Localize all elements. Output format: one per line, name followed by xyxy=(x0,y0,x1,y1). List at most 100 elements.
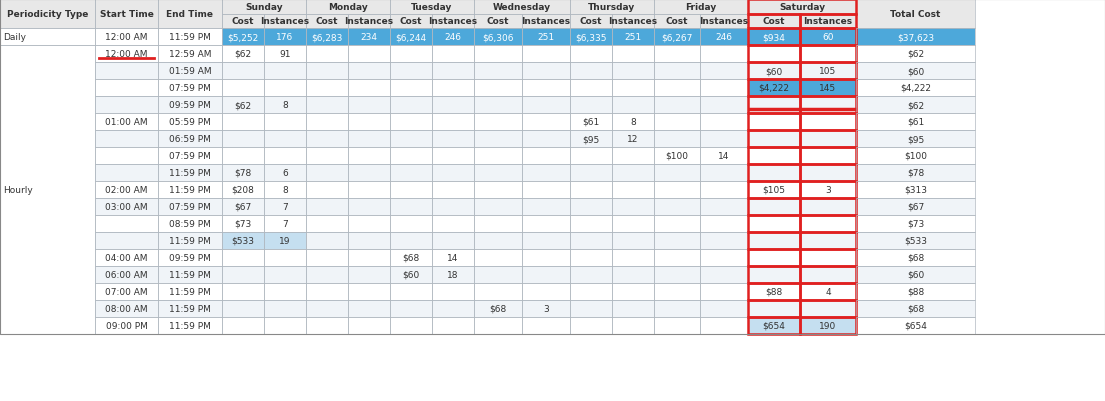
Bar xyxy=(612,29,654,46)
Text: 12:59 AM: 12:59 AM xyxy=(169,50,211,59)
Bar xyxy=(570,80,612,97)
Text: $100: $100 xyxy=(904,152,927,160)
Bar xyxy=(570,300,612,317)
Bar xyxy=(348,131,390,148)
Bar xyxy=(474,97,522,114)
Bar xyxy=(222,0,306,15)
Text: $6,335: $6,335 xyxy=(576,33,607,42)
Bar xyxy=(570,0,654,15)
Bar xyxy=(432,131,474,148)
Bar xyxy=(800,283,856,300)
Bar xyxy=(95,233,158,249)
Bar xyxy=(474,114,522,131)
Bar xyxy=(306,148,348,164)
Bar xyxy=(264,131,306,148)
Bar xyxy=(699,80,748,97)
Bar xyxy=(748,233,800,249)
Bar xyxy=(348,249,390,266)
Bar xyxy=(390,215,432,233)
Bar xyxy=(522,283,570,300)
Bar xyxy=(264,317,306,334)
Bar xyxy=(612,283,654,300)
Bar xyxy=(222,249,264,266)
Bar xyxy=(800,300,856,317)
Text: $6,283: $6,283 xyxy=(312,33,343,42)
Text: $62: $62 xyxy=(234,50,252,59)
Bar xyxy=(264,63,306,80)
Bar xyxy=(522,198,570,215)
Bar xyxy=(95,114,158,131)
Bar xyxy=(856,0,975,29)
Bar xyxy=(474,164,522,182)
Bar xyxy=(306,29,348,46)
Bar xyxy=(570,300,612,317)
Bar xyxy=(612,283,654,300)
Bar xyxy=(612,164,654,182)
Bar xyxy=(800,300,856,317)
Bar xyxy=(570,233,612,249)
Bar xyxy=(748,300,800,317)
Bar xyxy=(95,198,158,215)
Bar xyxy=(800,63,856,80)
Bar xyxy=(158,266,222,283)
Bar xyxy=(474,114,522,131)
Bar xyxy=(474,300,522,317)
Bar xyxy=(748,182,800,198)
Text: 03:00 AM: 03:00 AM xyxy=(105,203,148,211)
Bar xyxy=(306,317,348,334)
Bar xyxy=(306,164,348,182)
Bar xyxy=(748,80,800,97)
Bar xyxy=(158,148,222,164)
Text: 3: 3 xyxy=(825,186,831,194)
Bar xyxy=(612,131,654,148)
Bar xyxy=(800,15,856,29)
Bar xyxy=(654,15,699,29)
Bar xyxy=(856,249,975,266)
Text: $934: $934 xyxy=(762,33,786,42)
Bar xyxy=(222,233,264,249)
Bar xyxy=(306,15,348,29)
Text: 8: 8 xyxy=(282,186,288,194)
Bar xyxy=(222,29,264,46)
Bar xyxy=(222,283,264,300)
Bar xyxy=(432,300,474,317)
Text: $60: $60 xyxy=(402,270,420,279)
Bar xyxy=(390,249,432,266)
Bar xyxy=(748,266,800,283)
Bar xyxy=(95,97,158,114)
Bar xyxy=(158,164,222,182)
Bar xyxy=(348,182,390,198)
Bar xyxy=(748,283,800,300)
Text: $533: $533 xyxy=(232,237,254,245)
Text: End Time: End Time xyxy=(167,10,213,19)
Bar xyxy=(390,114,432,131)
Bar xyxy=(348,46,390,63)
Bar xyxy=(390,131,432,148)
Bar xyxy=(222,317,264,334)
Bar xyxy=(348,300,390,317)
Bar xyxy=(800,29,856,46)
Bar xyxy=(570,148,612,164)
Text: 11:59 PM: 11:59 PM xyxy=(169,186,211,194)
Text: Cost: Cost xyxy=(580,18,602,26)
Text: 11:59 PM: 11:59 PM xyxy=(169,270,211,279)
Text: $68: $68 xyxy=(907,253,924,262)
Bar xyxy=(390,148,432,164)
Text: $4,222: $4,222 xyxy=(899,84,932,93)
Bar xyxy=(800,80,856,97)
Bar xyxy=(748,46,800,63)
Bar xyxy=(222,131,264,148)
Bar xyxy=(348,266,390,283)
Text: 60: 60 xyxy=(822,33,834,42)
Bar xyxy=(856,114,975,131)
Bar xyxy=(522,114,570,131)
Bar xyxy=(95,63,158,80)
Bar xyxy=(654,148,699,164)
Bar xyxy=(522,29,570,46)
Bar xyxy=(856,63,975,80)
Bar xyxy=(222,0,306,15)
Bar xyxy=(222,164,264,182)
Bar xyxy=(390,300,432,317)
Bar xyxy=(800,80,856,97)
Bar xyxy=(856,198,975,215)
